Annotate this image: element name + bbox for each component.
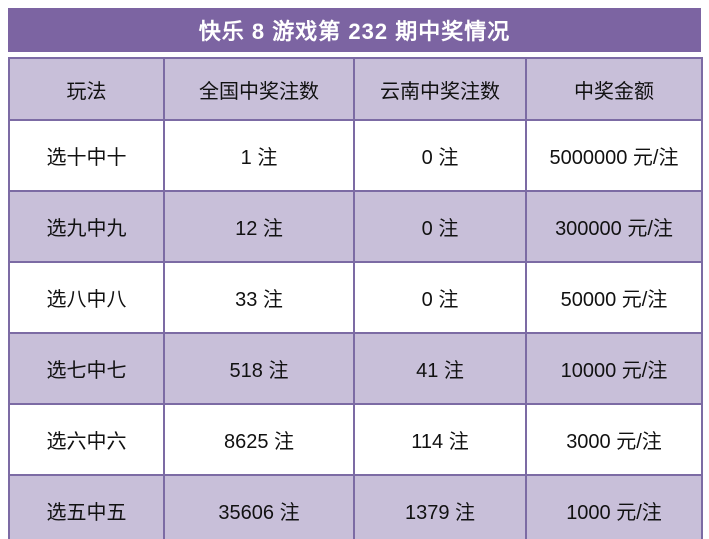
cell-national-bets: 8625 注 <box>163 403 355 476</box>
cell-play: 选六中六 <box>8 403 165 476</box>
table-row: 选八中八 33 注 0 注 50000 元/注 <box>8 261 703 334</box>
page-title: 快乐 8 游戏第 232 期中奖情况 <box>8 8 701 52</box>
cell-national-bets: 1 注 <box>163 119 355 192</box>
prize-table-header: 玩法 全国中奖注数 云南中奖注数 中奖金额 <box>8 57 703 121</box>
cell-yunnan-bets: 41 注 <box>353 332 527 405</box>
column-header-national-winning-bets: 全国中奖注数 <box>163 57 355 121</box>
cell-prize-amount: 300000 元/注 <box>525 190 703 263</box>
cell-play: 选五中五 <box>8 474 165 539</box>
table-row: 选五中五 35606 注 1379 注 1000 元/注 <box>8 474 703 539</box>
cell-yunnan-bets: 114 注 <box>353 403 527 476</box>
column-header-prize-amount: 中奖金额 <box>525 57 703 121</box>
table-row: 选十中十 1 注 0 注 5000000 元/注 <box>8 119 703 192</box>
cell-prize-amount: 1000 元/注 <box>525 474 703 539</box>
cell-prize-amount: 50000 元/注 <box>525 261 703 334</box>
cell-prize-amount: 3000 元/注 <box>525 403 703 476</box>
cell-play: 选七中七 <box>8 332 165 405</box>
cell-yunnan-bets: 1379 注 <box>353 474 527 539</box>
cell-play: 选九中九 <box>8 190 165 263</box>
table-row: 选七中七 518 注 41 注 10000 元/注 <box>8 332 703 405</box>
cell-yunnan-bets: 0 注 <box>353 190 527 263</box>
table-row: 选六中六 8625 注 114 注 3000 元/注 <box>8 403 703 476</box>
prize-table: 玩法 全国中奖注数 云南中奖注数 中奖金额 选十中十 1 注 0 注 50000… <box>8 57 703 539</box>
cell-play: 选八中八 <box>8 261 165 334</box>
column-header-yunnan-winning-bets: 云南中奖注数 <box>353 57 527 121</box>
column-header-play: 玩法 <box>8 57 165 121</box>
table-row: 选九中九 12 注 0 注 300000 元/注 <box>8 190 703 263</box>
prize-table-body: 选十中十 1 注 0 注 5000000 元/注 选九中九 12 注 0 注 3… <box>8 119 703 539</box>
cell-national-bets: 35606 注 <box>163 474 355 539</box>
cell-national-bets: 12 注 <box>163 190 355 263</box>
cell-play: 选十中十 <box>8 119 165 192</box>
cell-national-bets: 518 注 <box>163 332 355 405</box>
cell-national-bets: 33 注 <box>163 261 355 334</box>
cell-yunnan-bets: 0 注 <box>353 119 527 192</box>
cell-yunnan-bets: 0 注 <box>353 261 527 334</box>
cell-prize-amount: 10000 元/注 <box>525 332 703 405</box>
header-row: 玩法 全国中奖注数 云南中奖注数 中奖金额 <box>8 57 703 121</box>
cell-prize-amount: 5000000 元/注 <box>525 119 703 192</box>
